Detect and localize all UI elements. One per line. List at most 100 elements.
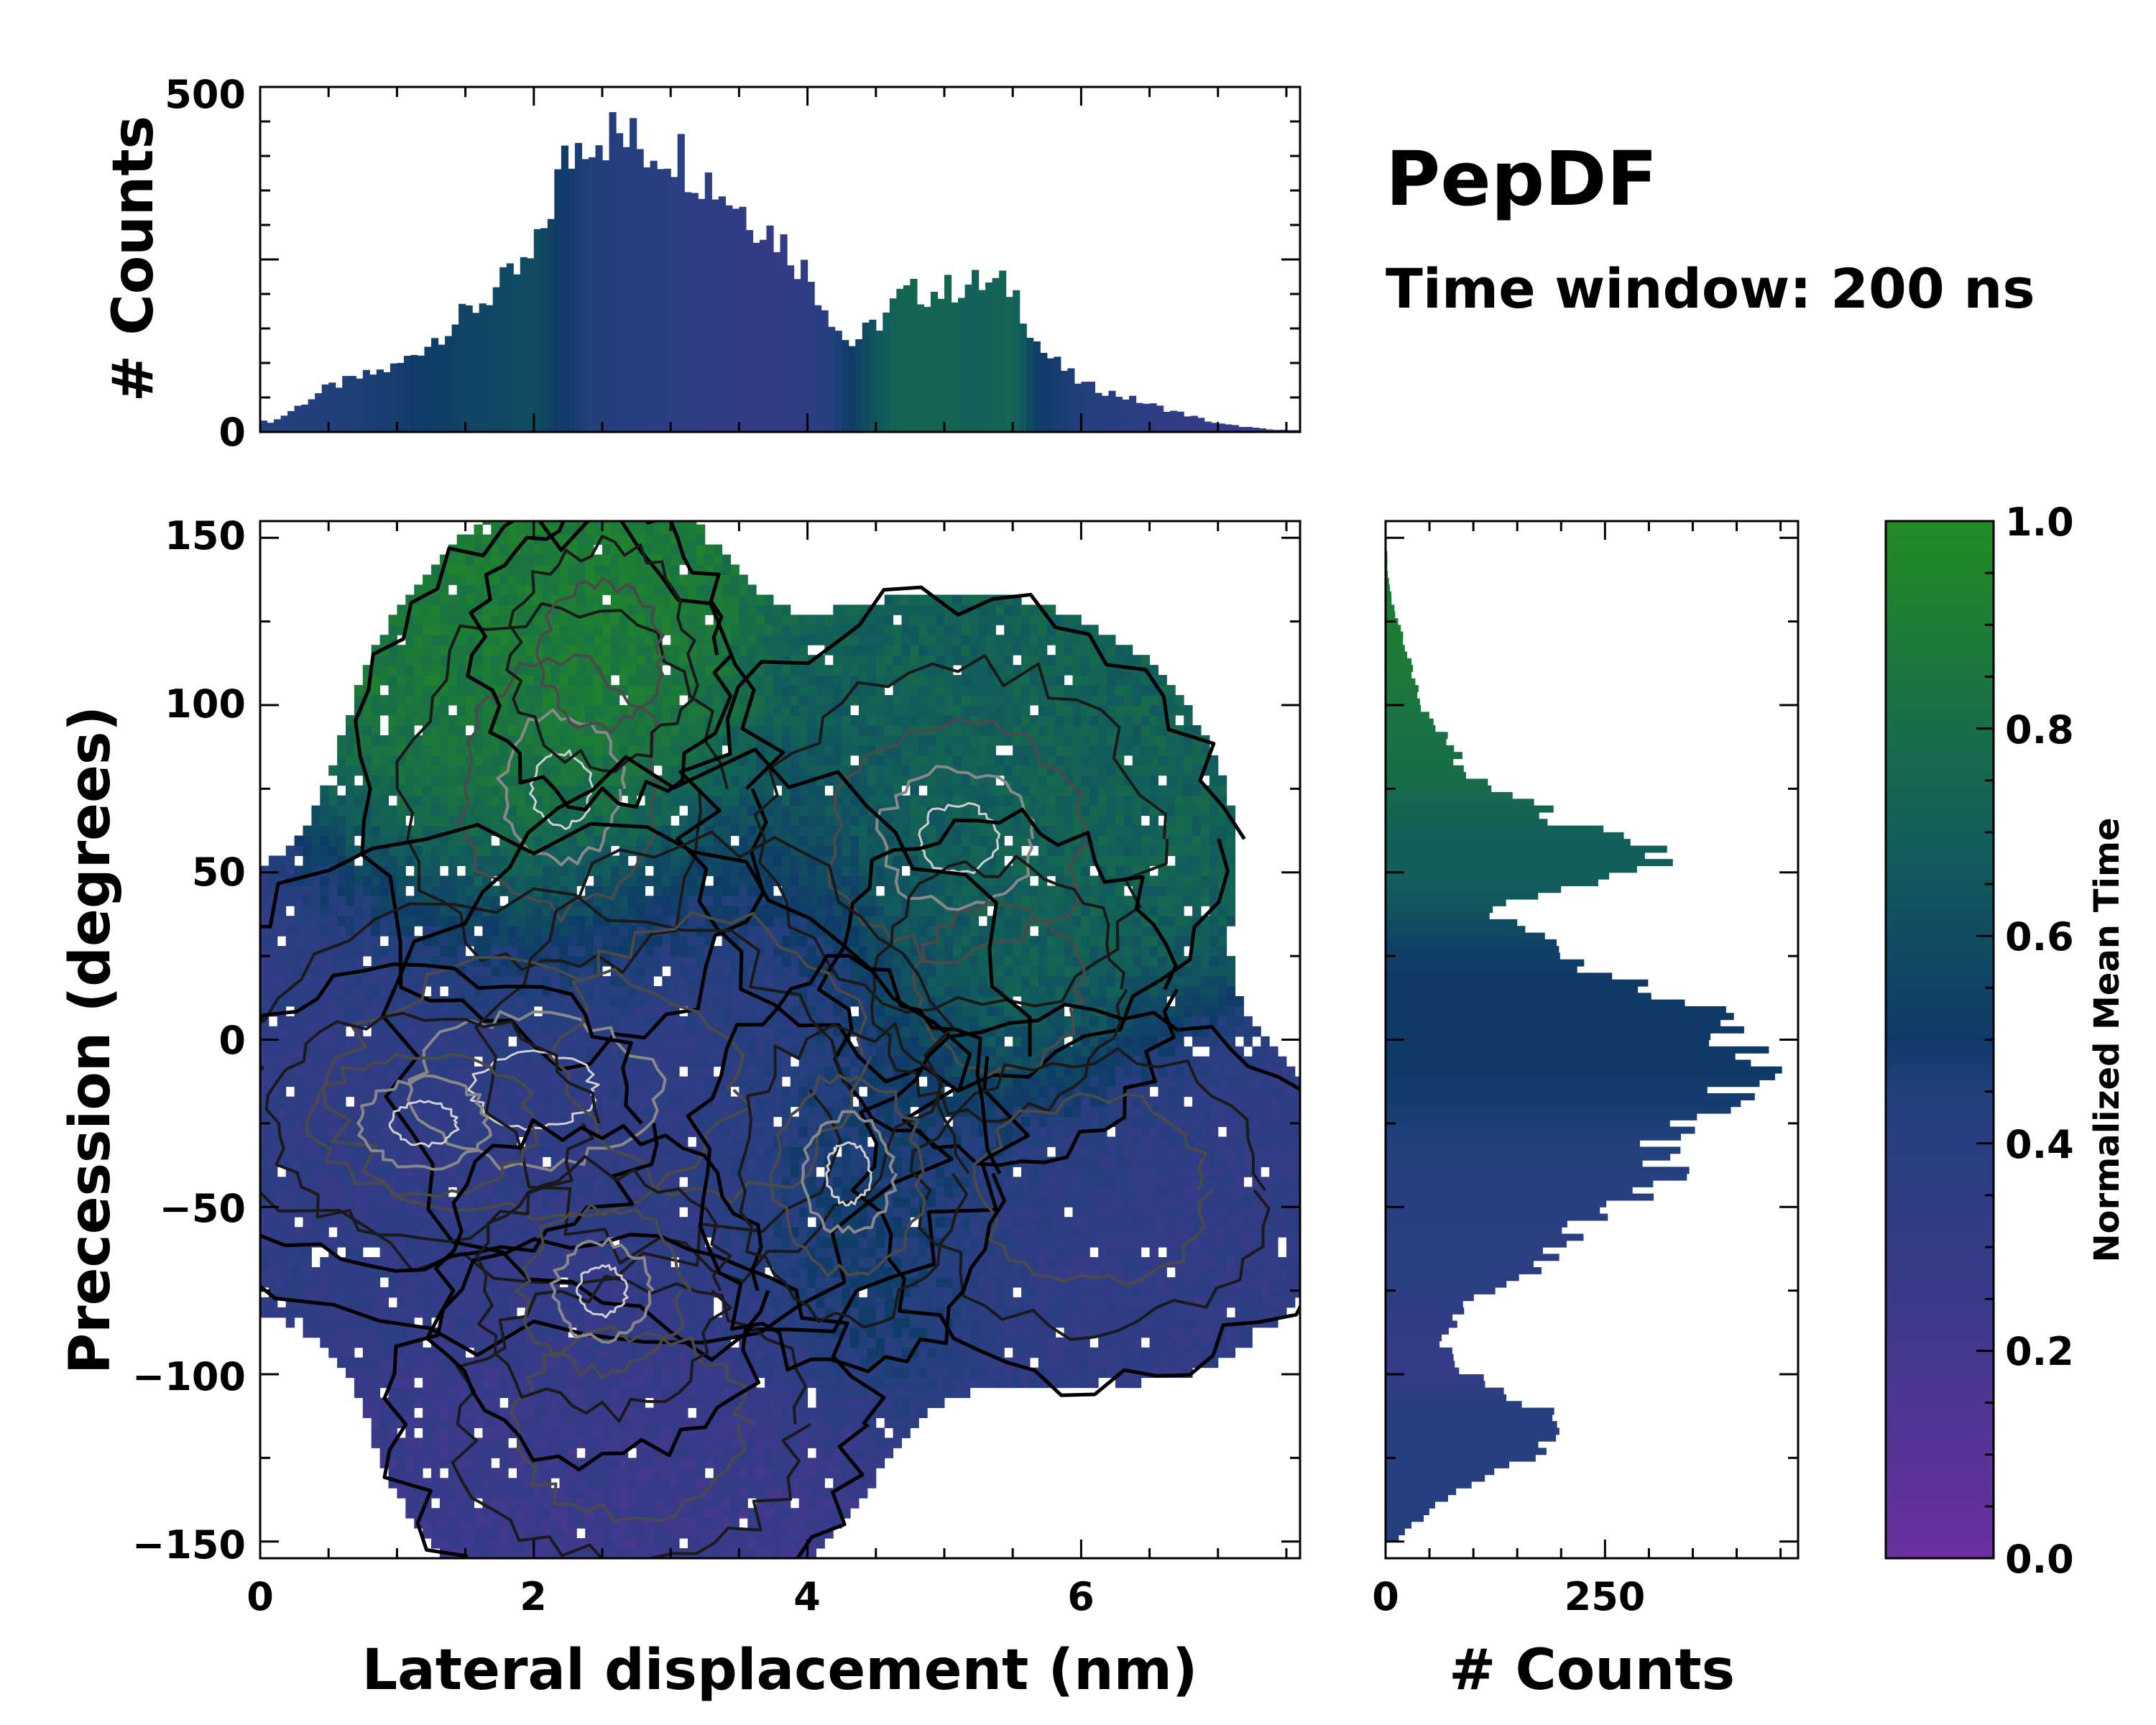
- heatmap-cell: [371, 1116, 381, 1128]
- heatmap-cell: [285, 1106, 295, 1118]
- heatmap-cell: [397, 1146, 406, 1157]
- heatmap-cell: [662, 724, 671, 736]
- heatmap-cell: [303, 1167, 312, 1177]
- heatmap-cell: [294, 1276, 303, 1288]
- heatmap-cell: [320, 815, 329, 827]
- heatmap-cell: [354, 1317, 364, 1328]
- heatmap-cell: [456, 1317, 466, 1328]
- heatmap-cell: [525, 1287, 535, 1298]
- top-histogram-bar: [718, 196, 726, 432]
- heatmap-cell: [499, 1217, 509, 1228]
- heatmap-cell: [627, 1548, 637, 1558]
- heatmap-cell: [354, 685, 364, 696]
- heatmap-cell: [516, 1217, 526, 1228]
- heatmap-cell: [525, 926, 535, 937]
- heatmap-cell: [645, 956, 654, 967]
- heatmap-cell: [439, 745, 449, 756]
- heatmap-cell: [354, 1237, 364, 1248]
- heatmap-cell: [550, 875, 560, 886]
- heatmap-cell: [430, 795, 441, 806]
- heatmap-cell: [610, 625, 620, 635]
- heatmap-cell: [671, 1357, 680, 1368]
- heatmap-cell: [405, 1438, 415, 1448]
- heatmap-cell: [482, 1488, 492, 1499]
- heatmap-cell: [456, 1056, 466, 1067]
- heatmap-cell: [542, 825, 552, 837]
- heatmap-cell: [602, 1217, 612, 1228]
- heatmap-cell: [679, 815, 688, 827]
- heatmap-cell: [645, 966, 654, 977]
- top-histogram-bar: [677, 134, 685, 432]
- heatmap-cell: [397, 1438, 406, 1448]
- heatmap-cell: [627, 604, 637, 615]
- heatmap-cell: [320, 835, 329, 847]
- heatmap-cell: [371, 785, 381, 796]
- heatmap-cell: [491, 1287, 500, 1298]
- heatmap-cell: [662, 1528, 671, 1539]
- heatmap-cell: [465, 1197, 474, 1208]
- heatmap-cell: [610, 775, 620, 786]
- heatmap-cell: [448, 795, 458, 806]
- heatmap-cell: [465, 1227, 474, 1238]
- heatmap-cell: [508, 1307, 517, 1318]
- top-histogram-bar: [554, 169, 562, 432]
- heatmap-cell: [414, 916, 423, 926]
- heatmap-cell: [653, 966, 663, 977]
- heatmap-cell: [268, 1276, 278, 1288]
- heatmap-cell: [645, 1076, 654, 1087]
- heatmap-cell: [679, 986, 688, 997]
- heatmap-cell: [619, 635, 629, 645]
- top-histogram-bar: [1190, 415, 1198, 432]
- heatmap-cell: [559, 685, 568, 696]
- heatmap-cell: [525, 1227, 535, 1238]
- heatmap-cell: [371, 995, 381, 1007]
- heatmap-cell: [405, 685, 415, 696]
- heatmap-cell: [499, 1498, 509, 1509]
- heatmap-cell: [482, 1518, 492, 1529]
- top-histogram-bar: [513, 274, 521, 432]
- heatmap-cell: [508, 1056, 517, 1067]
- heatmap-cell: [499, 645, 509, 656]
- top-histogram-bar: [814, 305, 822, 432]
- heatmap-cell: [345, 946, 355, 957]
- heatmap-cell: [491, 524, 500, 535]
- heatmap-cell: [594, 1006, 603, 1017]
- heatmap-cell: [662, 1458, 671, 1468]
- heatmap-cell: [482, 845, 492, 856]
- heatmap-cell: [679, 1528, 688, 1539]
- heatmap-cell: [285, 1267, 295, 1278]
- heatmap-cell: [371, 1126, 381, 1137]
- heatmap-cell: [491, 1417, 500, 1428]
- heatmap-cell: [576, 775, 586, 786]
- heatmap-cell: [508, 1498, 517, 1509]
- heatmap-cell: [430, 1417, 441, 1428]
- heatmap-cell: [294, 906, 303, 916]
- heatmap-cell: [508, 995, 517, 1007]
- heatmap-cell: [328, 1116, 338, 1128]
- heatmap-cell: [388, 845, 397, 856]
- top-histogram-bar: [1005, 297, 1013, 432]
- heatmap-cell: [550, 1407, 560, 1418]
- heatmap-cell: [550, 825, 560, 837]
- heatmap-cell: [645, 1448, 654, 1458]
- heatmap-cell: [671, 865, 680, 876]
- heatmap-cell: [568, 1538, 577, 1549]
- heatmap-cell: [525, 1417, 535, 1428]
- heatmap-cell: [345, 916, 355, 926]
- heatmap-cell: [568, 675, 577, 686]
- heatmap-cell: [610, 1498, 620, 1509]
- heatmap-cell: [499, 695, 509, 706]
- heatmap-cell: [388, 865, 397, 876]
- heatmap-cell: [379, 1448, 389, 1458]
- heatmap-cell: [499, 1066, 509, 1077]
- heatmap-cell: [508, 524, 517, 535]
- heatmap-cell: [585, 946, 594, 957]
- heatmap-cell: [379, 1297, 389, 1308]
- heatmap-cell: [320, 1036, 329, 1047]
- heatmap-cell: [627, 896, 637, 906]
- heatmap-cell: [430, 1407, 441, 1418]
- heatmap-cell: [345, 845, 355, 856]
- heatmap-cell: [550, 1106, 560, 1118]
- heatmap-cell: [491, 896, 500, 906]
- heatmap-cell: [474, 1197, 483, 1208]
